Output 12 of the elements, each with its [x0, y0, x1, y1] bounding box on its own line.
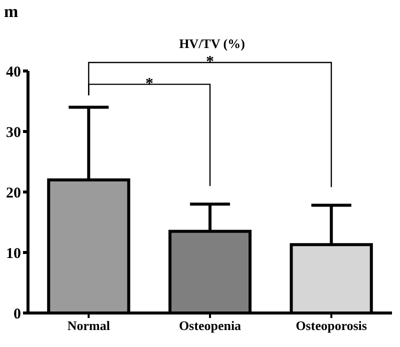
text: m	[4, 2, 18, 21]
chart-title: HV/TV (%)	[179, 36, 245, 51]
y-tick-label: 10	[6, 246, 21, 262]
y-tick-label: 0	[14, 306, 21, 322]
y-tick-label: 40	[6, 64, 21, 80]
x-tick-label: Osteopenia	[178, 318, 242, 333]
y-tick-label: 30	[6, 124, 21, 141]
text: *	[206, 54, 214, 71]
annotation: *	[145, 75, 154, 92]
y-tick-label: 20	[6, 185, 21, 202]
x-tick-label: Normal	[67, 318, 110, 333]
x-tick-label: Osteoporosis	[296, 318, 367, 333]
